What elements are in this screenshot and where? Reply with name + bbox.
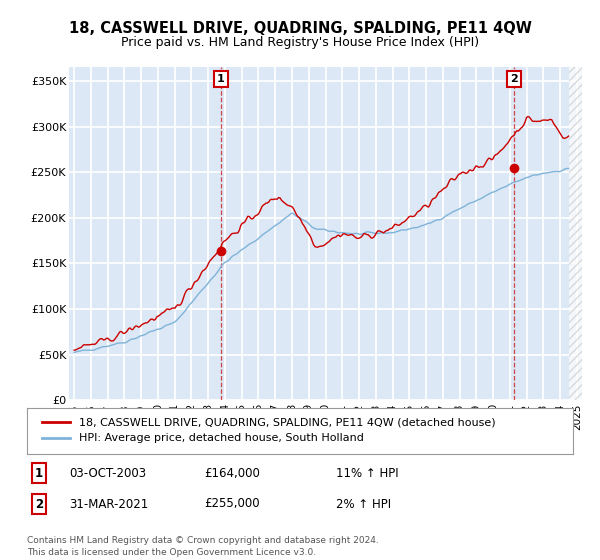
Text: 31-MAR-2021: 31-MAR-2021 — [69, 497, 148, 511]
Text: 11% ↑ HPI: 11% ↑ HPI — [336, 466, 398, 480]
Text: 03-OCT-2003: 03-OCT-2003 — [69, 466, 146, 480]
Text: 1: 1 — [217, 74, 224, 84]
Text: £164,000: £164,000 — [204, 466, 260, 480]
Text: £255,000: £255,000 — [204, 497, 260, 511]
Text: 2: 2 — [510, 74, 518, 84]
Text: 1: 1 — [35, 466, 43, 480]
Bar — [569, 67, 582, 400]
Text: 2: 2 — [35, 497, 43, 511]
Text: 18, CASSWELL DRIVE, QUADRING, SPALDING, PE11 4QW: 18, CASSWELL DRIVE, QUADRING, SPALDING, … — [68, 21, 532, 36]
Text: 2% ↑ HPI: 2% ↑ HPI — [336, 497, 391, 511]
Text: Contains HM Land Registry data © Crown copyright and database right 2024.
This d: Contains HM Land Registry data © Crown c… — [27, 536, 379, 557]
Text: Price paid vs. HM Land Registry's House Price Index (HPI): Price paid vs. HM Land Registry's House … — [121, 36, 479, 49]
Legend: 18, CASSWELL DRIVE, QUADRING, SPALDING, PE11 4QW (detached house), HPI: Average : 18, CASSWELL DRIVE, QUADRING, SPALDING, … — [38, 413, 500, 448]
